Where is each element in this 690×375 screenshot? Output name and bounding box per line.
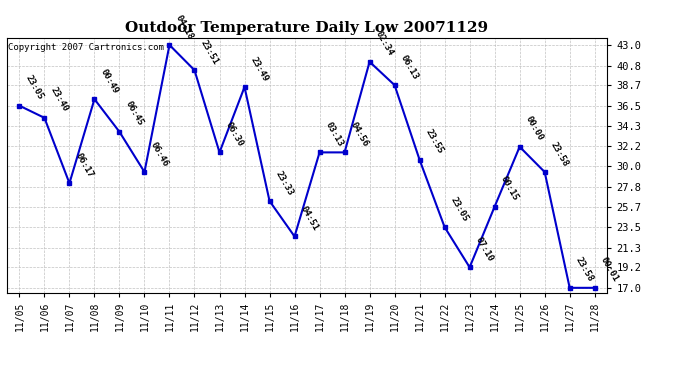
Text: 07:10: 07:10 <box>474 236 495 263</box>
Text: 23:51: 23:51 <box>199 38 220 66</box>
Text: 23:33: 23:33 <box>274 169 295 197</box>
Text: 23:40: 23:40 <box>48 86 70 114</box>
Text: 23:05: 23:05 <box>23 74 45 102</box>
Text: 04:56: 04:56 <box>348 120 370 148</box>
Text: 06:13: 06:13 <box>399 53 420 81</box>
Text: 23:49: 23:49 <box>248 55 270 83</box>
Text: 23:55: 23:55 <box>424 128 445 156</box>
Text: 04:18: 04:18 <box>174 13 195 41</box>
Text: 23:58: 23:58 <box>549 140 570 168</box>
Text: 00:15: 00:15 <box>499 175 520 202</box>
Text: Copyright 2007 Cartronics.com: Copyright 2007 Cartronics.com <box>8 43 164 52</box>
Title: Outdoor Temperature Daily Low 20071129: Outdoor Temperature Daily Low 20071129 <box>126 21 489 35</box>
Text: 06:30: 06:30 <box>224 120 245 148</box>
Text: 02:34: 02:34 <box>374 30 395 58</box>
Text: 06:17: 06:17 <box>74 151 95 179</box>
Text: 00:49: 00:49 <box>99 67 120 95</box>
Text: 04:51: 04:51 <box>299 204 320 232</box>
Text: 03:13: 03:13 <box>324 120 345 148</box>
Text: 23:58: 23:58 <box>574 256 595 284</box>
Text: 23:05: 23:05 <box>448 195 470 223</box>
Text: 06:46: 06:46 <box>148 140 170 168</box>
Text: 00:01: 00:01 <box>599 256 620 284</box>
Text: 06:45: 06:45 <box>124 100 145 128</box>
Text: 00:00: 00:00 <box>524 115 545 142</box>
